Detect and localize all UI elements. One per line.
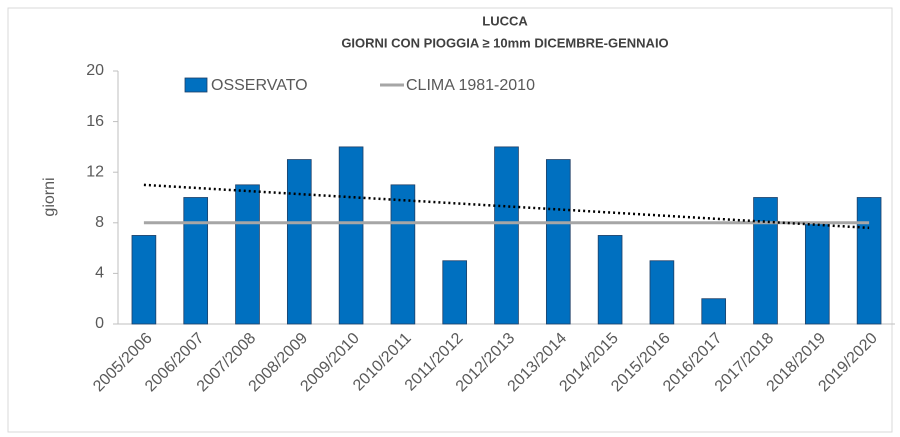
y-tick-label: 4 xyxy=(95,265,104,282)
bar xyxy=(183,197,209,325)
bar xyxy=(131,235,157,325)
trendline xyxy=(143,183,870,230)
y-tick-label: 16 xyxy=(86,113,104,130)
legend-label: CLIMA 1981-2010 xyxy=(406,77,535,94)
bar xyxy=(701,298,727,325)
y-tick-label: 8 xyxy=(95,214,104,231)
chart-border xyxy=(7,7,893,433)
legend-label: OSSERVATO xyxy=(211,77,308,94)
bar xyxy=(286,159,312,325)
bar xyxy=(390,184,416,325)
bar xyxy=(494,146,519,325)
bar xyxy=(545,159,571,325)
legend-swatch xyxy=(184,77,208,93)
bar xyxy=(442,260,468,325)
y-tick-label: 12 xyxy=(86,163,104,180)
bar xyxy=(338,146,364,325)
y-axis-label: giorni xyxy=(41,177,58,216)
y-tick-label: 20 xyxy=(86,62,104,79)
bar xyxy=(597,235,623,325)
bar xyxy=(649,260,675,325)
bar xyxy=(753,197,778,325)
bar xyxy=(235,184,260,325)
bar xyxy=(804,222,830,325)
y-tick-label: 0 xyxy=(95,315,104,332)
chart-subtitle: GIORNI CON PIOGGIA ≥ 10mm DICEMBRE-GENNA… xyxy=(341,35,668,50)
bar xyxy=(856,197,882,325)
chart-title: LUCCA xyxy=(482,13,528,28)
